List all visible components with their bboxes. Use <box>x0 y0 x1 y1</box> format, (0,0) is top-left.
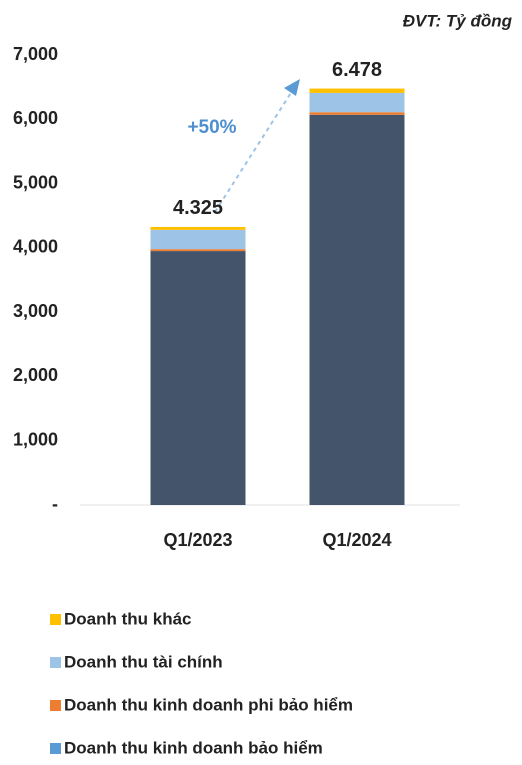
bar-segment <box>309 88 405 93</box>
growth-arrow <box>214 87 295 213</box>
y-tick-label: 7,000 <box>13 44 58 64</box>
y-tick-label: - <box>52 494 58 514</box>
y-tick-label: 4,000 <box>13 237 58 257</box>
legend-swatch <box>50 657 61 668</box>
y-tick-label: 5,000 <box>13 172 58 192</box>
x-tick-label: Q1/2023 <box>163 530 232 550</box>
bar-segment <box>150 251 246 505</box>
legend-swatch <box>50 743 61 754</box>
legend-swatch <box>50 614 61 625</box>
bar-segment <box>309 112 405 115</box>
legend-label: Doanh thu kinh doanh phi bảo hiểm <box>64 695 353 714</box>
bar-segment <box>150 226 246 230</box>
growth-annotation: +50% <box>187 117 236 138</box>
x-tick-label: Q1/2024 <box>322 530 391 550</box>
arrow-head <box>284 79 300 96</box>
y-tick-label: 2,000 <box>13 365 58 385</box>
bar-segment <box>150 229 246 250</box>
bar-segment <box>309 114 405 506</box>
total-label: 4.325 <box>173 197 223 219</box>
legend-label: Doanh thu kinh doanh bảo hiểm <box>64 738 323 757</box>
bar-segment <box>150 249 246 252</box>
bar-segment <box>309 92 405 113</box>
y-tick-label: 1,000 <box>13 429 58 449</box>
unit-note: ĐVT: Tỷ đồng <box>403 11 513 30</box>
legend-label: Doanh thu khác <box>64 609 192 628</box>
y-tick-label: 6,000 <box>13 108 58 128</box>
legend-label: Doanh thu tài chính <box>64 652 223 671</box>
y-tick-label: 3,000 <box>13 301 58 321</box>
legend-swatch <box>50 700 61 711</box>
total-label: 6.478 <box>332 59 382 81</box>
